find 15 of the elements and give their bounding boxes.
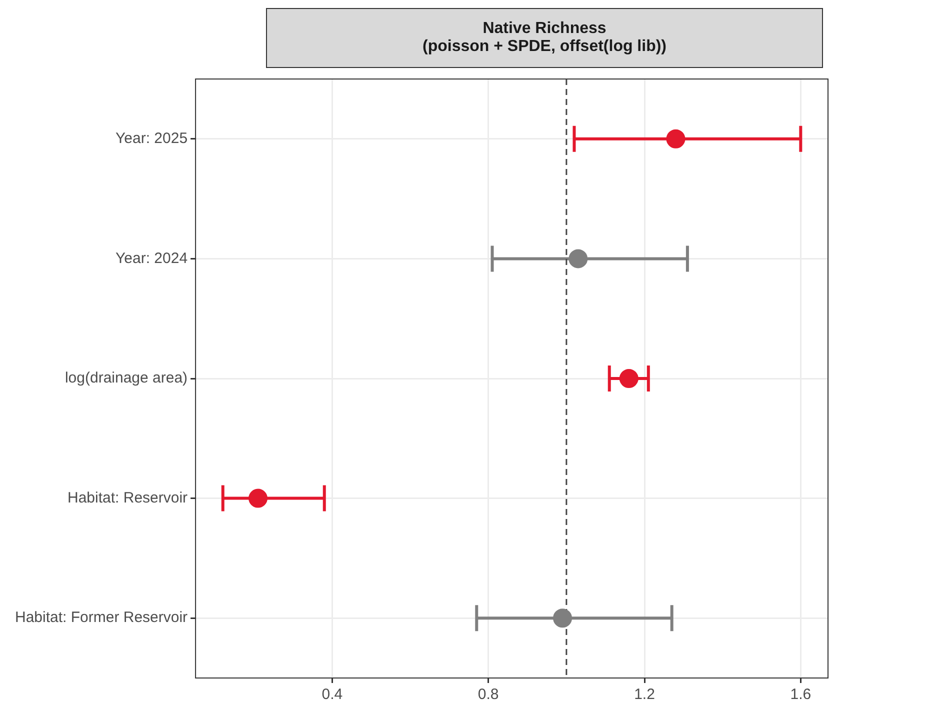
point [568, 249, 588, 268]
point [248, 488, 268, 508]
chart-title: Native Richness (poisson + SPDE, offset(log lib)) [422, 20, 666, 56]
x-tick-label: 1.2 [634, 686, 655, 704]
x-tick-label: 0.8 [478, 686, 499, 704]
x-tick-label: 1.6 [790, 686, 812, 704]
y-tick-label: Year: 2025 [116, 130, 188, 148]
x-tick-label: 0.4 [322, 686, 343, 704]
y-tick-label: Year: 2024 [116, 250, 188, 267]
point [666, 129, 686, 148]
point [553, 608, 572, 628]
y-tick-label: log(drainage area) [64, 370, 188, 387]
y-tick-label: Habitat: Reservoir [67, 489, 188, 506]
y-tick-label: Habitat: Former Reservoir [14, 609, 188, 626]
point [619, 369, 638, 388]
